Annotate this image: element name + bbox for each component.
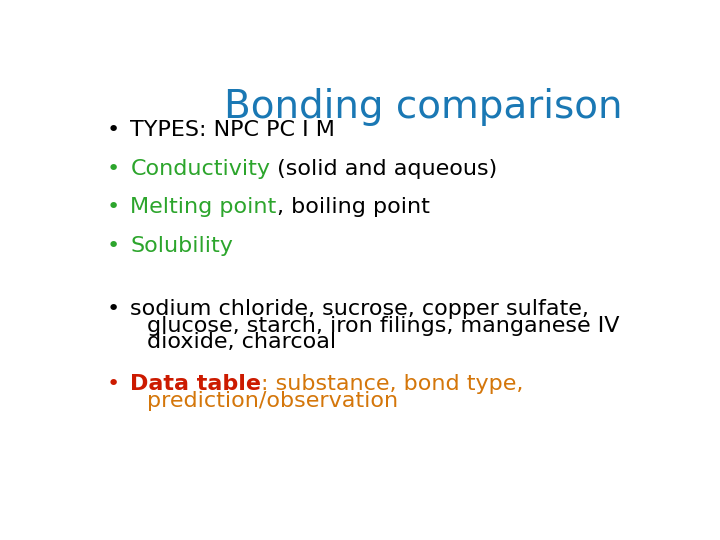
Text: •: • [107, 236, 120, 256]
Text: •: • [107, 197, 120, 217]
Text: (solid and aqueous): (solid and aqueous) [270, 159, 498, 179]
Text: Conductivity: Conductivity [130, 159, 270, 179]
Text: glucose, starch, iron filings, manganese IV: glucose, starch, iron filings, manganese… [148, 315, 620, 335]
Text: sodium chloride, sucrose, copper sulfate,: sodium chloride, sucrose, copper sulfate… [130, 299, 589, 319]
Text: , boiling point: , boiling point [276, 197, 429, 217]
Text: prediction/observation: prediction/observation [148, 391, 398, 411]
Text: Solubility: Solubility [130, 236, 233, 256]
Text: •: • [107, 120, 120, 140]
Text: Data table: Data table [130, 374, 261, 394]
Text: dioxide, charcoal: dioxide, charcoal [148, 332, 336, 352]
Text: •: • [107, 374, 120, 394]
Text: Bonding comparison: Bonding comparison [224, 88, 623, 126]
Text: Melting point: Melting point [130, 197, 276, 217]
Text: : substance, bond type,: : substance, bond type, [261, 374, 523, 394]
Text: •: • [107, 299, 120, 319]
Text: TYPES: NPC PC I M: TYPES: NPC PC I M [130, 120, 336, 140]
Text: •: • [107, 159, 120, 179]
